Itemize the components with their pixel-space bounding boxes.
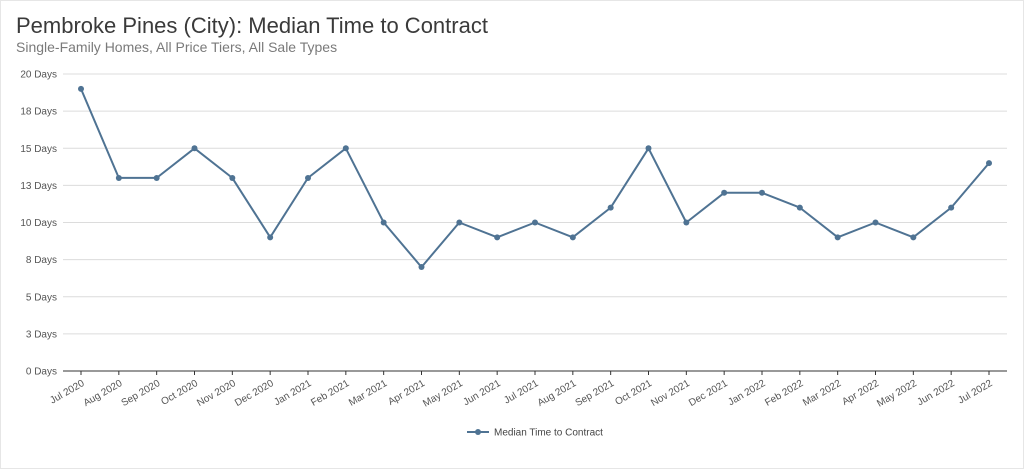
data-point <box>683 219 690 226</box>
x-tick-label: Nov 2021 <box>649 378 692 409</box>
x-tick-label: Jul 2022 <box>956 378 995 407</box>
grid-lines <box>63 73 1007 335</box>
x-tick-label: Jul 2020 <box>48 378 87 407</box>
data-point <box>721 189 728 196</box>
x-tick-label: Jun 2022 <box>916 378 958 408</box>
data-point <box>418 264 425 271</box>
x-tick-label: Mar 2022 <box>801 378 843 409</box>
x-tick-label: Feb 2022 <box>763 378 805 409</box>
x-tick-label: Jun 2021 <box>462 378 504 408</box>
x-tick-label: Jan 2022 <box>726 378 768 408</box>
y-axis-ticks: 0 Days 3 Days 5 Days 8 Days 10 Days 13 Days 15… <box>20 70 57 378</box>
data-point <box>229 174 236 181</box>
y-tick-label: 5 Days <box>26 292 57 303</box>
x-tick-label: Aug 2020 <box>82 378 125 409</box>
y-tick-label: 0 Days <box>26 367 57 378</box>
data-point <box>267 234 274 241</box>
data-point <box>115 174 122 181</box>
x-tick-label: May 2021 <box>421 378 465 410</box>
data-point <box>191 145 198 152</box>
y-tick-label: 8 Days <box>26 255 57 266</box>
axes <box>63 370 1007 375</box>
x-tick-label: Apr 2022 <box>840 378 881 408</box>
x-tick-label: May 2022 <box>875 378 919 410</box>
x-tick-label: Nov 2020 <box>195 378 238 409</box>
data-point <box>910 234 917 241</box>
x-tick-label: Jul 2021 <box>502 378 541 407</box>
x-tick-label: Oct 2020 <box>159 378 200 408</box>
series-layer <box>78 85 992 271</box>
data-point <box>569 234 576 241</box>
chart-subtitle: Single-Family Homes, All Price Tiers, Al… <box>16 39 338 55</box>
y-tick-label: 20 Days <box>20 70 57 81</box>
x-tick-label: Mar 2021 <box>347 378 389 409</box>
y-tick-label: 15 Days <box>20 144 57 155</box>
legend[interactable]: Median Time to Contract <box>467 428 603 439</box>
data-point <box>153 174 160 181</box>
y-tick-label: 10 Days <box>20 218 57 229</box>
data-point <box>532 219 538 226</box>
x-tick-label: Apr 2021 <box>386 378 427 408</box>
data-point <box>607 204 614 211</box>
data-point <box>759 189 765 196</box>
data-point <box>872 219 879 226</box>
data-point <box>834 234 841 241</box>
x-tick-label: Sep 2020 <box>120 378 163 409</box>
x-tick-label: Feb 2021 <box>309 378 351 409</box>
y-tick-label: 18 Days <box>20 107 57 118</box>
y-tick-label: 3 Days <box>26 329 57 340</box>
data-point <box>494 234 501 241</box>
data-point <box>380 219 387 226</box>
y-tick-label: 13 Days <box>20 181 57 192</box>
x-tick-label: Aug 2021 <box>536 378 579 409</box>
data-point <box>305 174 311 181</box>
legend-label: Median Time to Contract <box>494 428 603 439</box>
data-point <box>986 160 992 167</box>
x-tick-label: Jan 2021 <box>272 378 314 408</box>
data-point <box>645 145 652 152</box>
legend-swatch-marker <box>475 429 481 435</box>
x-tick-label: Sep 2021 <box>574 378 617 409</box>
x-tick-label: Oct 2021 <box>613 378 654 408</box>
data-point <box>342 145 349 152</box>
data-point <box>456 219 463 226</box>
chart-title: Pembroke Pines (City): Median Time to Co… <box>16 13 488 38</box>
x-tick-label: Dec 2020 <box>233 378 276 409</box>
data-point <box>78 85 84 92</box>
series-line <box>80 88 990 269</box>
data-point <box>948 204 955 211</box>
data-point <box>796 204 803 211</box>
x-tick-label: Dec 2021 <box>687 378 730 409</box>
